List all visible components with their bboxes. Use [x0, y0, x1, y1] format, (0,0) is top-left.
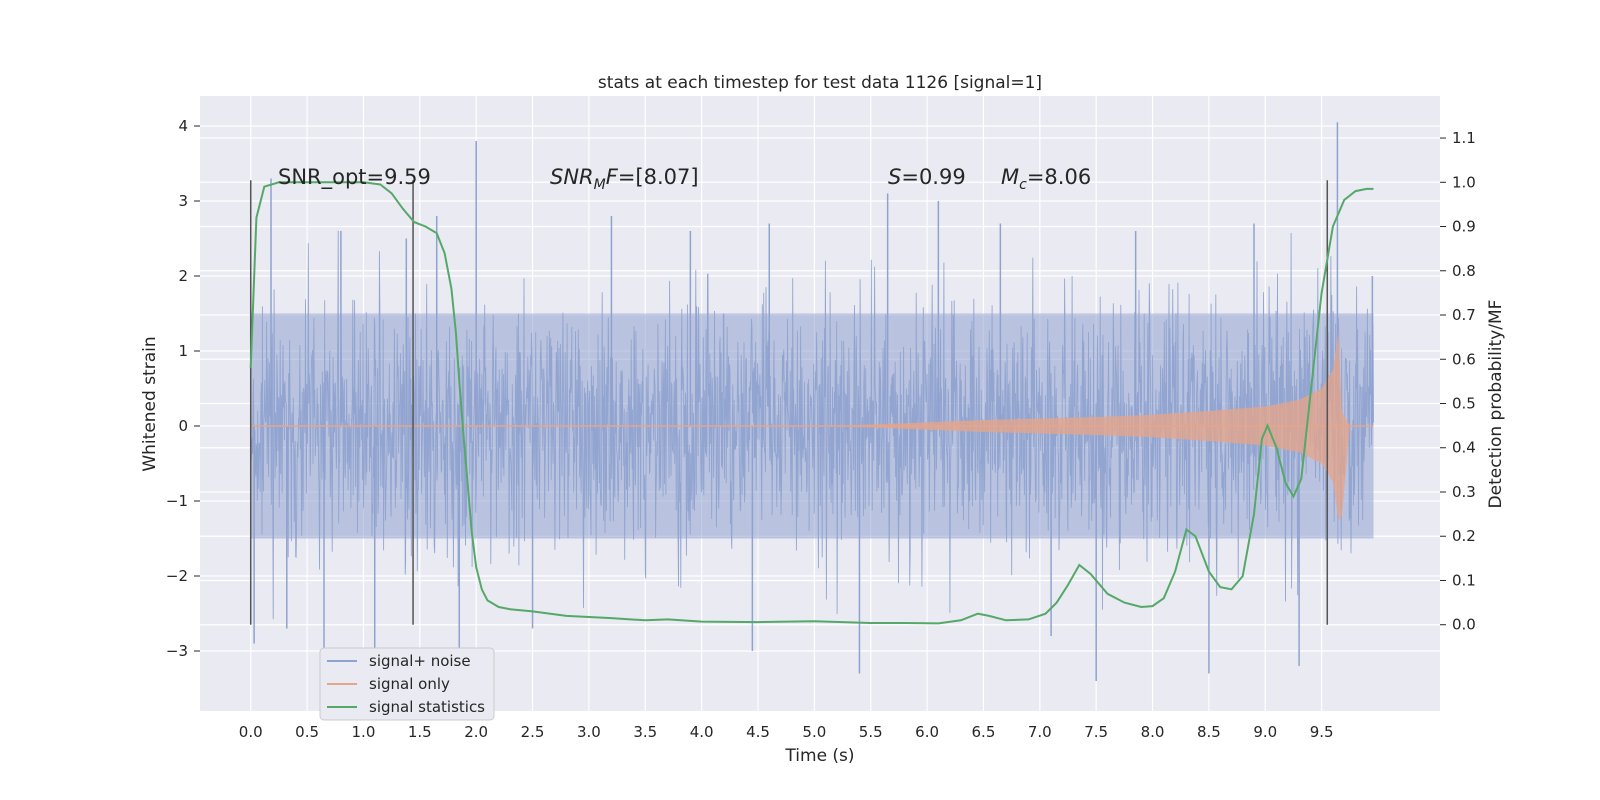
y-right-tick-label: 0.1	[1452, 571, 1476, 589]
x-tick-label: 5.0	[802, 723, 826, 741]
snr-mf-f: F	[606, 165, 619, 189]
x-tick-label: 2.5	[521, 723, 545, 741]
annotation-mc: Mc=8.06	[1001, 165, 1091, 193]
x-tick-label: 9.0	[1253, 723, 1277, 741]
legend-label-signal: signal only	[369, 675, 450, 693]
x-tick-label: 8.0	[1141, 723, 1165, 741]
signal-statistics-line	[249, 181, 1374, 625]
y-left-tick-label: 2	[178, 267, 188, 285]
legend-box	[319, 647, 495, 721]
y-right-tick-label: 0.5	[1452, 395, 1476, 413]
x-tick-label: 0.0	[239, 723, 263, 741]
annotation-snr-opt: SNR_opt=9.59	[278, 165, 431, 190]
y-left-tick-label: −2	[166, 567, 188, 585]
y-left-tick-label: 1	[178, 342, 188, 360]
snr-mf-base: SNR	[550, 165, 594, 189]
y-right-tick-label: 0.4	[1452, 439, 1476, 457]
mc-base: M	[1001, 165, 1019, 189]
x-tick-labels: 0.0 0.5 1.0 1.5 2.0 2.5 3.0 3.5 4.0 4.5 5.0 5.5 6.0 6…	[239, 723, 1334, 741]
y-left-axis-label: Whitened strain	[140, 336, 160, 471]
x-tick-label: 3.0	[577, 723, 601, 741]
x-tick-label: 1.0	[352, 723, 376, 741]
y-right-tick-labels: 1.1 1.0 0.9 0.8 0.7 0.6 0.5 0.4 0.3 0.2 0.1 0.0	[1440, 129, 1476, 634]
y-left-tick-labels: 4 3 2 1 0 −1 −2 −3	[166, 117, 200, 660]
y-left-tick-label: 4	[178, 117, 188, 135]
legend-label-noise: signal+ noise	[369, 652, 471, 670]
x-tick-label: 6.0	[915, 723, 939, 741]
annotation-snr-mf: SNRMF=[8.07]	[550, 165, 699, 193]
y-right-tick-label: 0.2	[1452, 527, 1476, 545]
y-right-tick-label: 0.3	[1452, 483, 1476, 501]
x-tick-label: 9.5	[1310, 723, 1334, 741]
chart-title: stats at each timestep for test data 112…	[598, 73, 1042, 93]
y-right-tick-label: 0.8	[1452, 262, 1476, 280]
s-symbol: S	[888, 165, 901, 189]
y-right-tick-label: 0.9	[1452, 218, 1476, 236]
snr-mf-rest: F=[8.07]	[606, 165, 699, 189]
s-value: =0.99	[901, 165, 965, 189]
y-right-axis-label: Detection probability/MF	[1486, 300, 1506, 509]
annotation-s: S=0.99	[888, 165, 966, 189]
y-left-tick-label: −3	[166, 642, 188, 660]
legend-label-stats: signal statistics	[369, 698, 485, 716]
x-tick-label: 4.5	[746, 723, 770, 741]
y-right-tick-label: 0.0	[1452, 616, 1476, 634]
y-left-tick-label: 3	[178, 192, 188, 210]
x-tick-label: 0.5	[295, 723, 319, 741]
x-tick-label: 4.0	[690, 723, 714, 741]
x-tick-label: 5.5	[859, 723, 883, 741]
y-right-tick-label: 1.0	[1452, 173, 1476, 191]
signal-only-series	[250, 332, 1379, 520]
legend: signal+ noise signal only signal statist…	[319, 647, 495, 721]
x-axis-label: Time (s)	[784, 746, 854, 766]
y-right-tick-label: 1.1	[1452, 129, 1476, 147]
snr-mf-value: =[8.07]	[618, 165, 699, 189]
mc-value: =8.06	[1027, 165, 1091, 189]
y-left-tick-label: −1	[166, 492, 188, 510]
mc-subscript: c	[1019, 177, 1027, 193]
x-tick-label: 2.0	[464, 723, 488, 741]
snr-mf-subscript: M	[594, 177, 606, 193]
x-tick-label: 7.5	[1084, 723, 1108, 741]
x-tick-label: 3.5	[633, 723, 657, 741]
y-right-tick-label: 0.7	[1452, 306, 1476, 324]
x-tick-label: 1.5	[408, 723, 432, 741]
y-right-tick-label: 0.6	[1452, 350, 1476, 368]
x-tick-label: 7.0	[1028, 723, 1052, 741]
x-tick-label: 8.5	[1197, 723, 1221, 741]
x-tick-label: 6.5	[972, 723, 996, 741]
signal-statistics-series	[249, 181, 1374, 625]
y-left-tick-label: 0	[178, 417, 188, 435]
